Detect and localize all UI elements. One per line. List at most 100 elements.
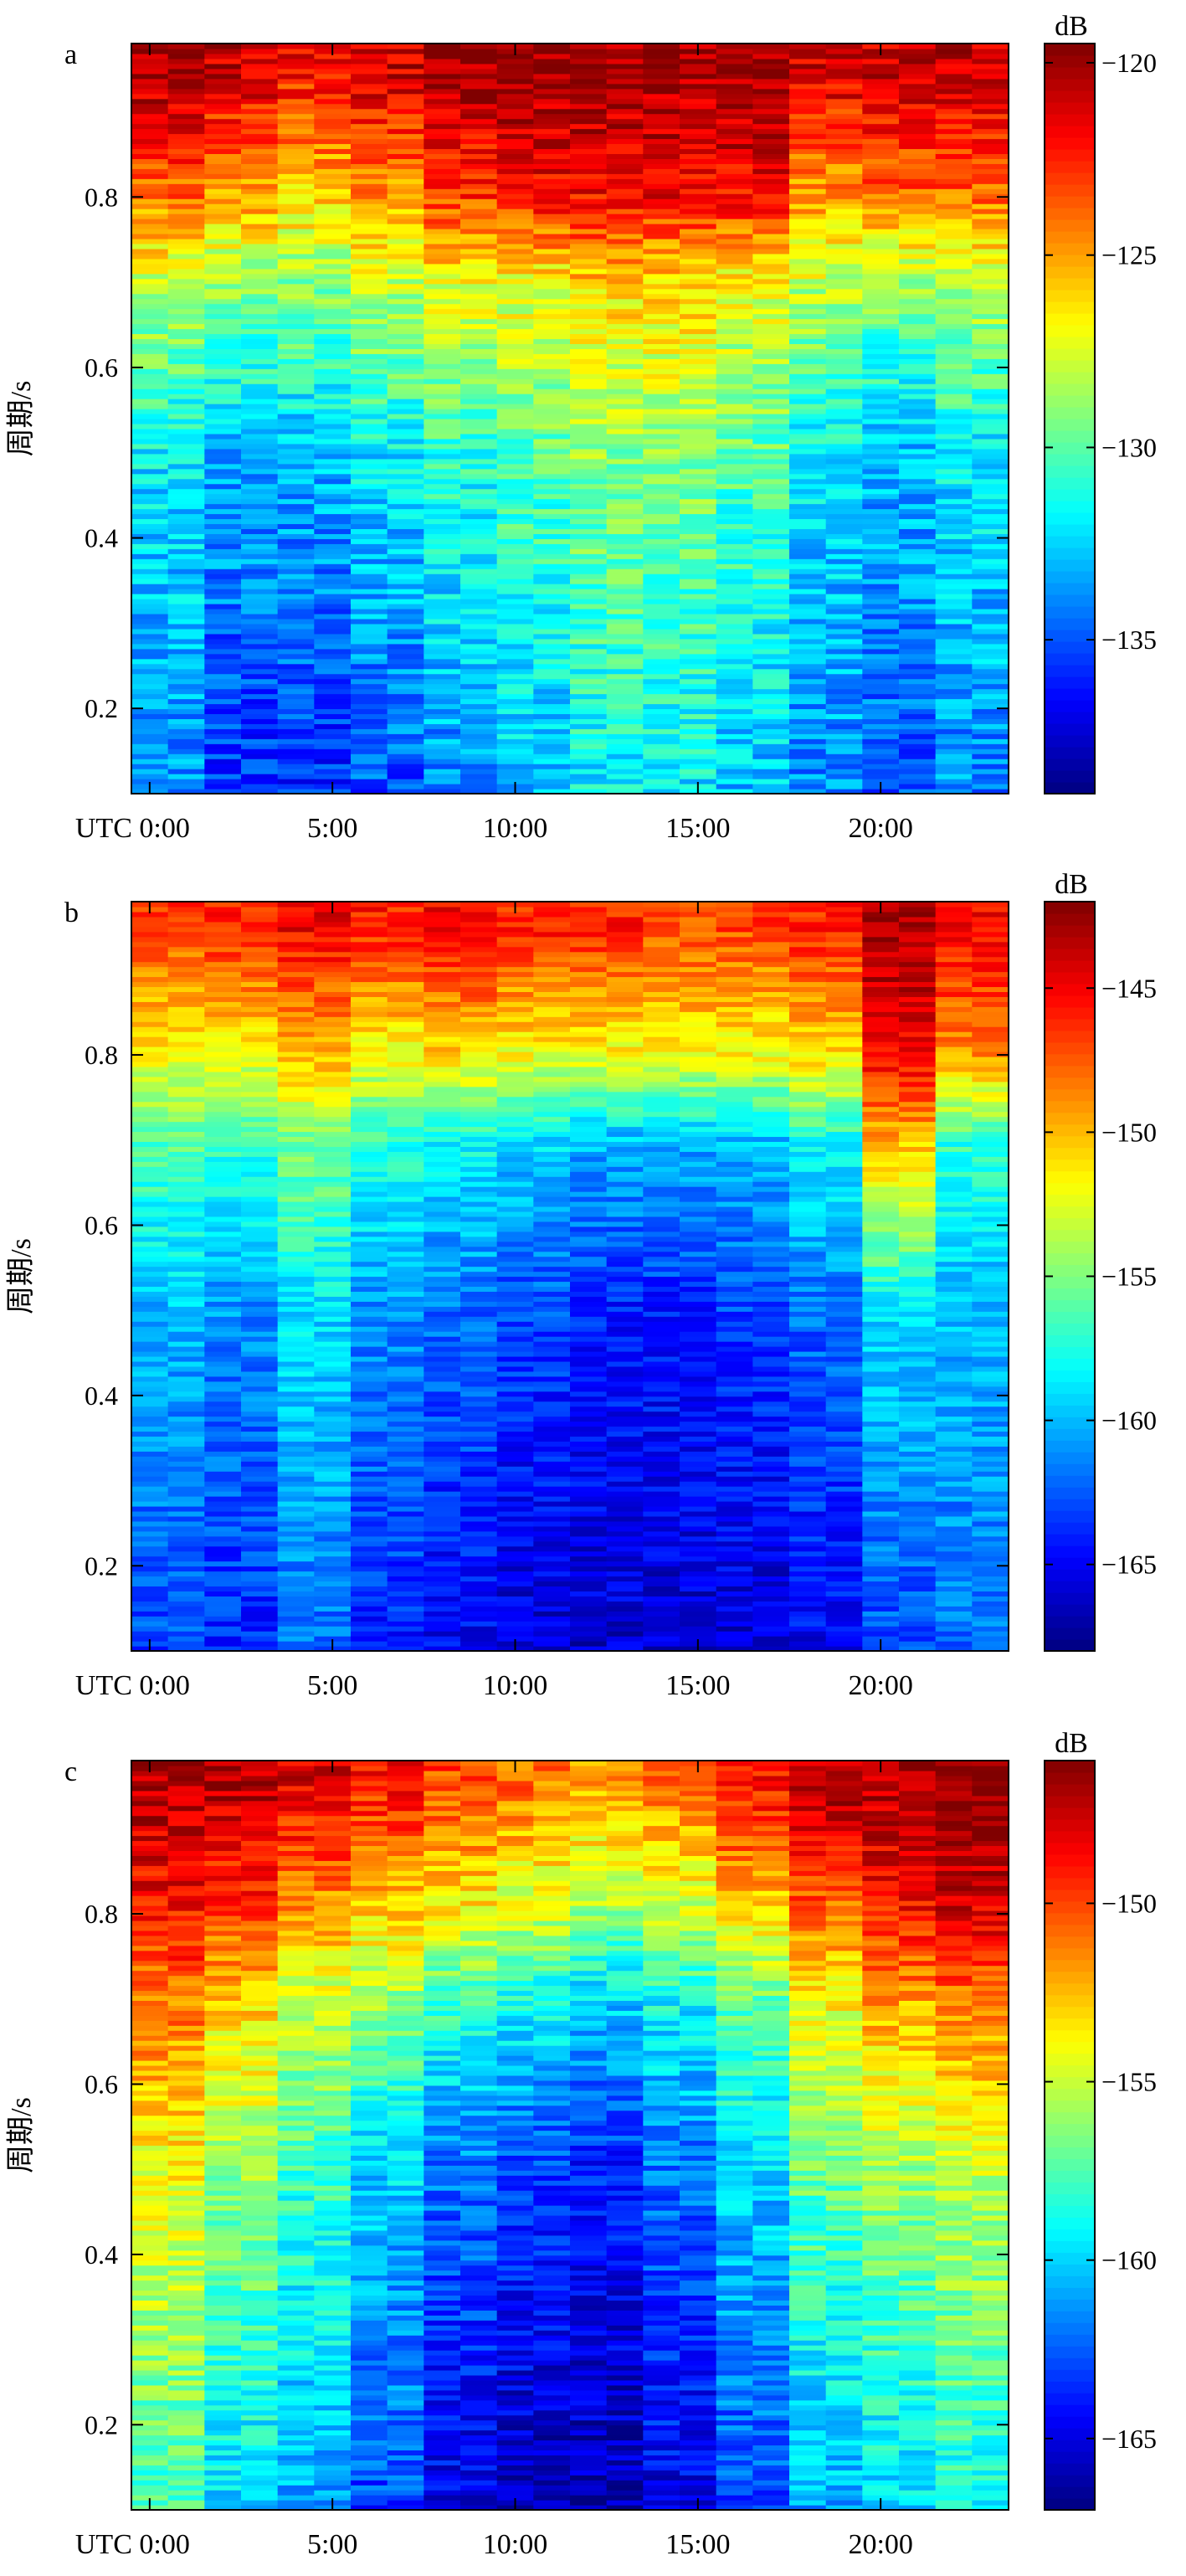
heatmap-cell — [277, 584, 315, 589]
heatmap-cell — [351, 498, 388, 505]
heatmap-cell — [716, 68, 753, 75]
heatmap-cell — [752, 103, 790, 110]
heatmap-cell — [935, 123, 973, 130]
heatmap-cell — [570, 163, 608, 169]
heatmap-cell — [424, 358, 461, 364]
heatmap-cell — [752, 683, 790, 690]
heatmap-cell — [752, 713, 790, 719]
heatmap-cell — [680, 553, 717, 559]
heatmap-cell — [570, 488, 608, 495]
heatmap-cell — [241, 73, 279, 80]
heatmap-cell — [825, 758, 863, 764]
heatmap-cell — [314, 1126, 352, 1133]
heatmap-cell — [935, 764, 973, 769]
heatmap-cell — [277, 1101, 315, 1108]
heatmap-cell — [935, 708, 973, 715]
heatmap-cell — [680, 779, 717, 784]
heatmap-cell — [314, 1441, 352, 1447]
heatmap-cell — [825, 443, 863, 450]
heatmap-cell — [862, 158, 900, 164]
heatmap-cell — [314, 58, 352, 64]
heatmap-cell — [460, 188, 498, 194]
heatmap-cell — [351, 633, 388, 640]
heatmap-cell — [496, 393, 534, 399]
colorbar-segment — [1045, 571, 1095, 584]
heatmap-cell — [351, 414, 388, 419]
heatmap-cell — [825, 229, 863, 234]
heatmap-cell — [606, 483, 644, 490]
heatmap-cell — [387, 1236, 424, 1242]
heatmap-cell — [204, 1636, 242, 1642]
heatmap-cell — [131, 723, 169, 729]
heatmap-cell — [680, 543, 717, 549]
heatmap-cell — [167, 1256, 205, 1262]
heatmap-cell — [680, 278, 717, 285]
heatmap-cell — [204, 1341, 242, 1347]
heatmap-cell — [862, 599, 900, 604]
heatmap-cell — [314, 1341, 352, 1347]
heatmap-cell — [314, 1081, 352, 1087]
heatmap-cell — [935, 338, 973, 344]
heatmap-cell — [460, 353, 498, 359]
heatmap-cell — [972, 168, 1009, 174]
heatmap-cell — [643, 553, 680, 559]
heatmap-cell — [424, 1505, 461, 1512]
heatmap-cell — [496, 523, 534, 530]
heatmap-cell — [131, 658, 169, 665]
heatmap-cell — [862, 113, 900, 120]
heatmap-cell — [972, 253, 1009, 260]
heatmap-cell — [460, 548, 498, 554]
heatmap-cell — [131, 683, 169, 690]
heatmap-cell — [899, 608, 937, 614]
heatmap-cell — [460, 718, 498, 724]
heatmap-cell — [241, 1626, 279, 1632]
heatmap-cell — [643, 573, 680, 579]
heatmap-cell — [241, 1256, 279, 1262]
heatmap-cell — [277, 388, 315, 394]
heatmap-cell — [752, 138, 790, 145]
heatmap-cell — [167, 956, 205, 963]
heatmap-cell — [167, 353, 205, 359]
heatmap-cell — [387, 1510, 424, 1517]
heatmap-cell — [167, 438, 205, 445]
heatmap-cell — [277, 1061, 315, 1067]
heatmap-cell — [277, 1116, 315, 1123]
heatmap-cell — [972, 548, 1009, 554]
heatmap-cell — [204, 1121, 242, 1128]
heatmap-cell — [899, 419, 937, 424]
heatmap-cell — [314, 133, 352, 140]
heatmap-cell — [167, 981, 205, 988]
heatmap-cell — [789, 198, 827, 204]
heatmap-cell — [424, 103, 461, 110]
heatmap-cell — [167, 1555, 205, 1562]
heatmap-cell — [241, 728, 279, 734]
heatmap-cell — [716, 758, 753, 764]
heatmap-cell — [424, 688, 461, 695]
heatmap-cell — [314, 916, 352, 923]
heatmap-cell — [277, 1581, 315, 1587]
colorbar-segment — [1045, 243, 1095, 255]
heatmap-cell — [204, 941, 242, 948]
heatmap-cell — [533, 323, 571, 330]
heatmap-cell — [935, 493, 973, 500]
heatmap-cell — [533, 423, 571, 429]
heatmap-cell — [716, 343, 753, 349]
heatmap-cell — [277, 618, 315, 625]
heatmap-cell — [314, 208, 352, 214]
heatmap-cell — [862, 568, 900, 574]
heatmap-cell — [204, 1051, 242, 1057]
heatmap-cell — [351, 638, 388, 645]
heatmap-cell — [351, 1466, 388, 1472]
heatmap-cell — [167, 1505, 205, 1512]
heatmap-cell — [716, 523, 753, 530]
heatmap-cell — [167, 283, 205, 290]
heatmap-cell — [277, 1206, 315, 1212]
heatmap-cell — [314, 1066, 352, 1072]
heatmap-cell — [241, 1161, 279, 1167]
heatmap-cell — [277, 263, 315, 270]
heatmap-cell — [131, 553, 169, 559]
heatmap-cell — [606, 303, 644, 310]
heatmap-cell — [752, 594, 790, 599]
heatmap-cell — [716, 373, 753, 379]
heatmap-cell — [460, 378, 498, 384]
